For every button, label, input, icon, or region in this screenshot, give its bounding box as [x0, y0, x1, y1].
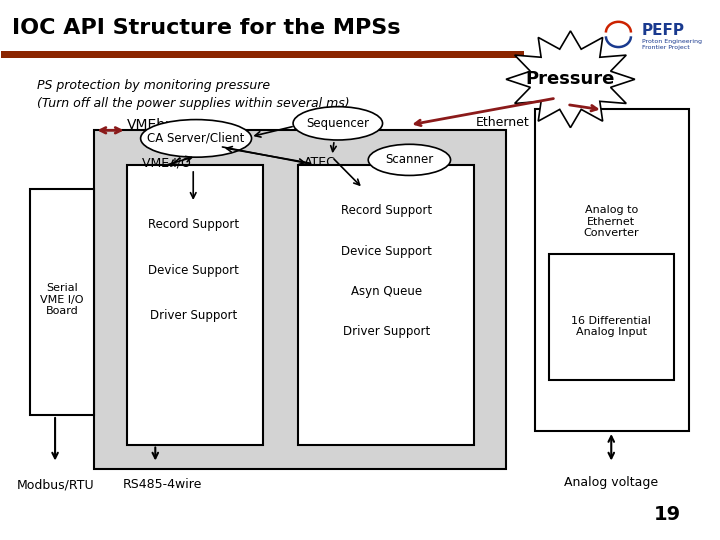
Ellipse shape — [368, 144, 451, 176]
Text: IOC API Structure for the MPSs: IOC API Structure for the MPSs — [12, 17, 400, 37]
Text: VME I/O: VME I/O — [143, 156, 192, 169]
FancyBboxPatch shape — [94, 130, 506, 469]
Text: Analog to
Ethernet
Converter: Analog to Ethernet Converter — [583, 205, 639, 238]
Text: PEFP: PEFP — [642, 23, 685, 38]
FancyBboxPatch shape — [30, 190, 94, 415]
Text: Scanner: Scanner — [385, 153, 433, 166]
FancyBboxPatch shape — [535, 109, 688, 431]
Text: Proton Engineering
Frontier Project: Proton Engineering Frontier Project — [642, 39, 702, 50]
FancyBboxPatch shape — [1, 51, 524, 58]
Text: Pressure: Pressure — [526, 70, 615, 88]
Text: Asyn Queue: Asyn Queue — [351, 285, 422, 298]
Ellipse shape — [140, 119, 251, 157]
Text: ATEC: ATEC — [303, 156, 336, 169]
Text: RS485-4wire: RS485-4wire — [122, 478, 202, 491]
Polygon shape — [506, 31, 635, 127]
FancyBboxPatch shape — [549, 254, 674, 380]
Text: Record Support: Record Support — [148, 218, 239, 231]
Text: Ethernet: Ethernet — [476, 116, 529, 129]
Text: CA Server/Client: CA Server/Client — [148, 132, 245, 145]
Text: 16 Differential
Analog Input: 16 Differential Analog Input — [572, 315, 651, 337]
Text: Analog voltage: Analog voltage — [564, 476, 658, 489]
Text: Sequencer: Sequencer — [306, 117, 369, 130]
Text: Modbus/RTU: Modbus/RTU — [17, 478, 94, 491]
Text: Record Support: Record Support — [341, 205, 432, 218]
Text: PS protection by monitoring pressure: PS protection by monitoring pressure — [37, 79, 270, 92]
Ellipse shape — [293, 107, 382, 140]
Text: VMEbus: VMEbus — [127, 118, 181, 132]
Text: (Turn off all the power supplies within several ms): (Turn off all the power supplies within … — [37, 97, 350, 110]
Text: Driver Support: Driver Support — [150, 309, 237, 322]
FancyBboxPatch shape — [299, 165, 474, 444]
FancyBboxPatch shape — [127, 165, 263, 444]
Text: 19: 19 — [654, 505, 680, 524]
Text: Serial
VME I/O
Board: Serial VME I/O Board — [40, 283, 84, 316]
Text: Driver Support: Driver Support — [343, 325, 430, 338]
Text: Device Support: Device Support — [341, 245, 432, 258]
Text: Device Support: Device Support — [148, 264, 238, 276]
